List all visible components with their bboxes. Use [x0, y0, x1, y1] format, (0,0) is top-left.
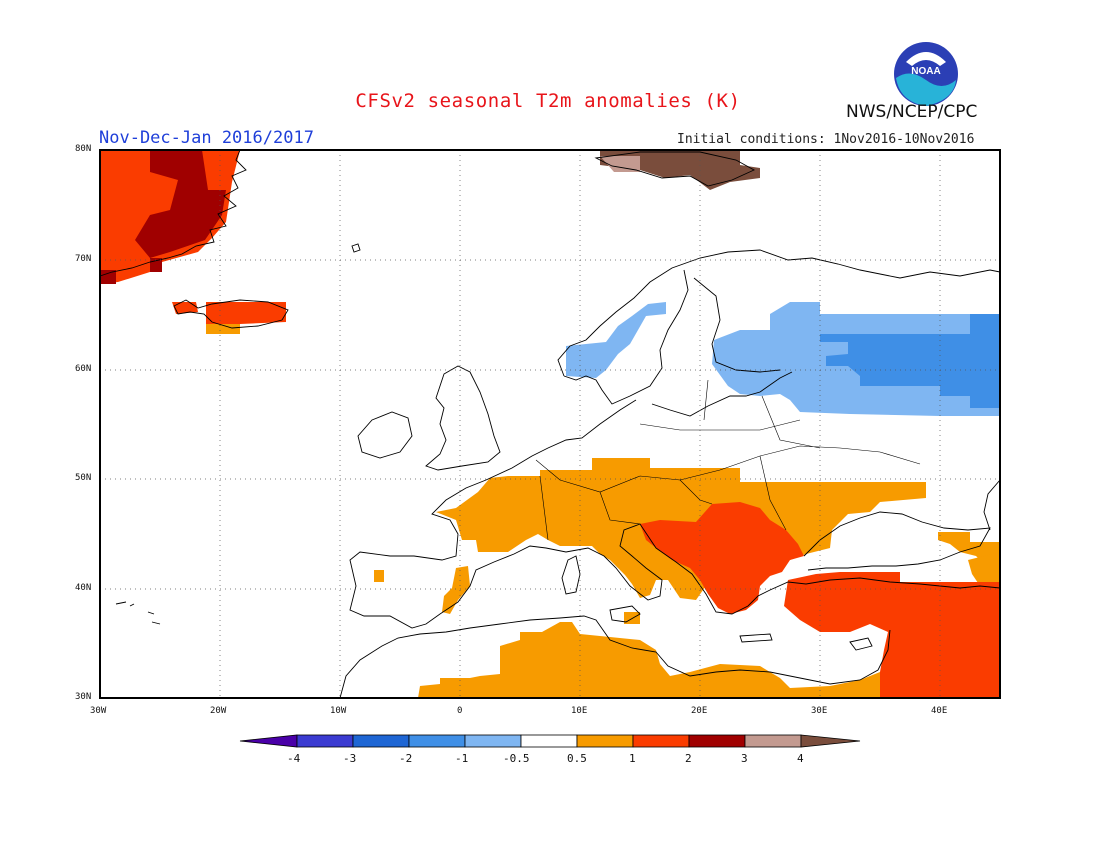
lon-tick-10w: 10W [330, 706, 347, 716]
initial-conditions: Initial conditions: 1Nov2016-10Nov2016 [677, 132, 975, 147]
north-africa-coast [339, 615, 891, 699]
russia-moderate-cool-anomaly [820, 314, 1000, 408]
colorbar-box-7 [632, 734, 690, 748]
svalbard-warm-3-4 [600, 156, 640, 172]
noaa-logo: NOAA [894, 42, 958, 106]
colorbar-box-2 [352, 734, 410, 748]
colorbar-box-3 [408, 734, 466, 748]
colorbar-label-3: 3 [741, 752, 748, 765]
greenland-coast [99, 149, 247, 277]
norway-cool-anomaly [566, 302, 666, 378]
western-europe-coast [349, 399, 1001, 629]
north-africa-warm-anomaly [418, 622, 880, 698]
great-britain-coast [425, 365, 501, 471]
lat-tick-60n: 60N [75, 364, 92, 374]
iceland-warm-anomaly [172, 302, 198, 314]
lat-tick-50n: 50N [75, 473, 92, 483]
colorbar-label-m3: -3 [343, 752, 357, 765]
forecast-period: Nov-Dec-Jan 2016/2017 [99, 128, 314, 148]
coastlines [99, 149, 1001, 699]
black-sea-coast [803, 511, 991, 571]
lon-tick-40e: 40E [931, 706, 948, 716]
lon-tick-30e: 30E [811, 706, 828, 716]
chart-title: CFSv2 seasonal T2m anomalies (K) [355, 90, 741, 112]
colorbar-label-2: 2 [685, 752, 692, 765]
greenland-strong-warm-anomaly-3 [100, 270, 116, 284]
lon-tick-20w: 20W [210, 706, 227, 716]
lat-tick-40n: 40N [75, 583, 92, 593]
colorbar-box-4 [464, 734, 522, 748]
cyprus [849, 637, 873, 651]
colorbar-high-end [800, 734, 861, 748]
lat-tick-80n: 80N [75, 144, 92, 154]
colorbar-label-m1: -1 [455, 752, 469, 765]
colorbar-low-end [239, 734, 298, 748]
caspian-coast [983, 479, 1001, 531]
ireland-coast [357, 411, 413, 459]
crete [739, 633, 773, 643]
lon-tick-10e: 10E [571, 706, 588, 716]
colorbar-box-9 [744, 734, 802, 748]
lat-tick-70n: 70N [75, 254, 92, 264]
sicily [609, 605, 641, 623]
anomaly-shading [100, 150, 1000, 698]
balkans-warm-1-2 [640, 502, 804, 614]
baltic-coast [651, 371, 793, 417]
colorbar-label-05: 0.5 [567, 752, 587, 765]
atlantic-islands [115, 601, 161, 625]
logo-text: NOAA [911, 66, 940, 77]
colorbar-label-m4: -4 [287, 752, 301, 765]
colorbar-label-m05: -0.5 [503, 752, 530, 765]
colorbar-label-4: 4 [797, 752, 804, 765]
lon-tick-0: 0 [457, 706, 463, 716]
iberia-warm-spot-2 [374, 570, 384, 582]
colorbar-label-m2: -2 [399, 752, 413, 765]
colorbar-label-1: 1 [629, 752, 636, 765]
map-frame [99, 149, 1001, 699]
svalbard-coast [594, 151, 755, 187]
colorbar-box-6 [576, 734, 634, 748]
colorbar-box-5 [520, 734, 578, 748]
iceland-moderate-anomaly [206, 324, 240, 334]
lon-tick-30w: 30W [90, 706, 107, 716]
turkey-warm-1-2 [784, 572, 1000, 698]
gulf-bothnia [563, 269, 689, 405]
organization-label: NWS/NCEP/CPC [846, 102, 978, 122]
iberia-warm-spot [442, 566, 470, 614]
sardinia-corsica [561, 555, 581, 595]
lat-tick-30n: 30N [75, 692, 92, 702]
greenland-strong-warm-anomaly [135, 150, 226, 258]
iceland-coast [173, 299, 289, 329]
colorbar [239, 734, 861, 748]
graticule [100, 150, 1000, 698]
lon-tick-20e: 20E [691, 706, 708, 716]
scandinavia-coast [557, 249, 1001, 377]
colorbar-box-1 [296, 734, 354, 748]
colorbar-box-8 [688, 734, 746, 748]
iceland-warm-anomaly-2 [206, 302, 286, 324]
finland-coast [693, 277, 781, 373]
faroes [351, 243, 361, 253]
